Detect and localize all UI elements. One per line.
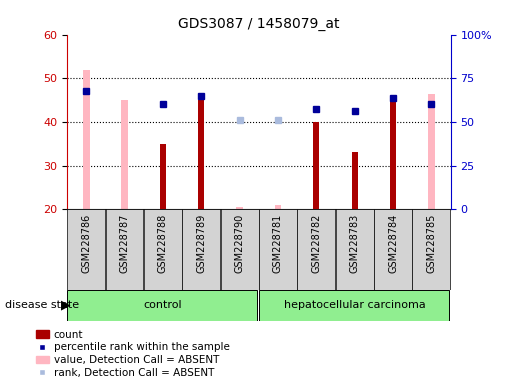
Bar (198, 100, 204, 209)
FancyBboxPatch shape (259, 290, 449, 321)
Text: disease state: disease state (5, 300, 79, 310)
Legend: count, percentile rank within the sample, value, Detection Call = ABSENT, rank, : count, percentile rank within the sample… (36, 330, 230, 377)
Text: GSM228785: GSM228785 (426, 214, 436, 273)
Text: GSM228783: GSM228783 (350, 214, 359, 273)
FancyBboxPatch shape (67, 209, 105, 290)
Text: GSM228781: GSM228781 (273, 214, 283, 273)
FancyBboxPatch shape (182, 209, 220, 290)
FancyBboxPatch shape (220, 209, 259, 290)
Text: GSM228786: GSM228786 (81, 214, 91, 273)
FancyBboxPatch shape (413, 209, 451, 290)
FancyBboxPatch shape (374, 209, 412, 290)
FancyBboxPatch shape (336, 209, 374, 290)
Bar (121, 100, 128, 209)
Text: GSM228782: GSM228782 (312, 214, 321, 273)
Text: GSM228784: GSM228784 (388, 214, 398, 273)
Bar (390, 100, 396, 209)
Text: GSM228789: GSM228789 (196, 214, 206, 273)
Text: control: control (144, 300, 182, 310)
Bar (236, 207, 243, 209)
Text: GSM228790: GSM228790 (235, 214, 245, 273)
Text: GSM228788: GSM228788 (158, 214, 168, 273)
Bar (274, 205, 281, 209)
FancyBboxPatch shape (144, 209, 182, 290)
FancyBboxPatch shape (259, 209, 297, 290)
Text: hepatocellular carcinoma: hepatocellular carcinoma (284, 300, 425, 310)
Bar (314, 122, 319, 209)
Text: GSM228787: GSM228787 (119, 214, 129, 273)
FancyBboxPatch shape (67, 290, 257, 321)
Bar (428, 94, 435, 209)
Text: ▶: ▶ (61, 299, 71, 312)
FancyBboxPatch shape (106, 209, 144, 290)
Bar (83, 70, 90, 209)
Bar (352, 152, 357, 209)
Bar (160, 144, 166, 209)
Title: GDS3087 / 1458079_at: GDS3087 / 1458079_at (178, 17, 339, 31)
FancyBboxPatch shape (297, 209, 335, 290)
